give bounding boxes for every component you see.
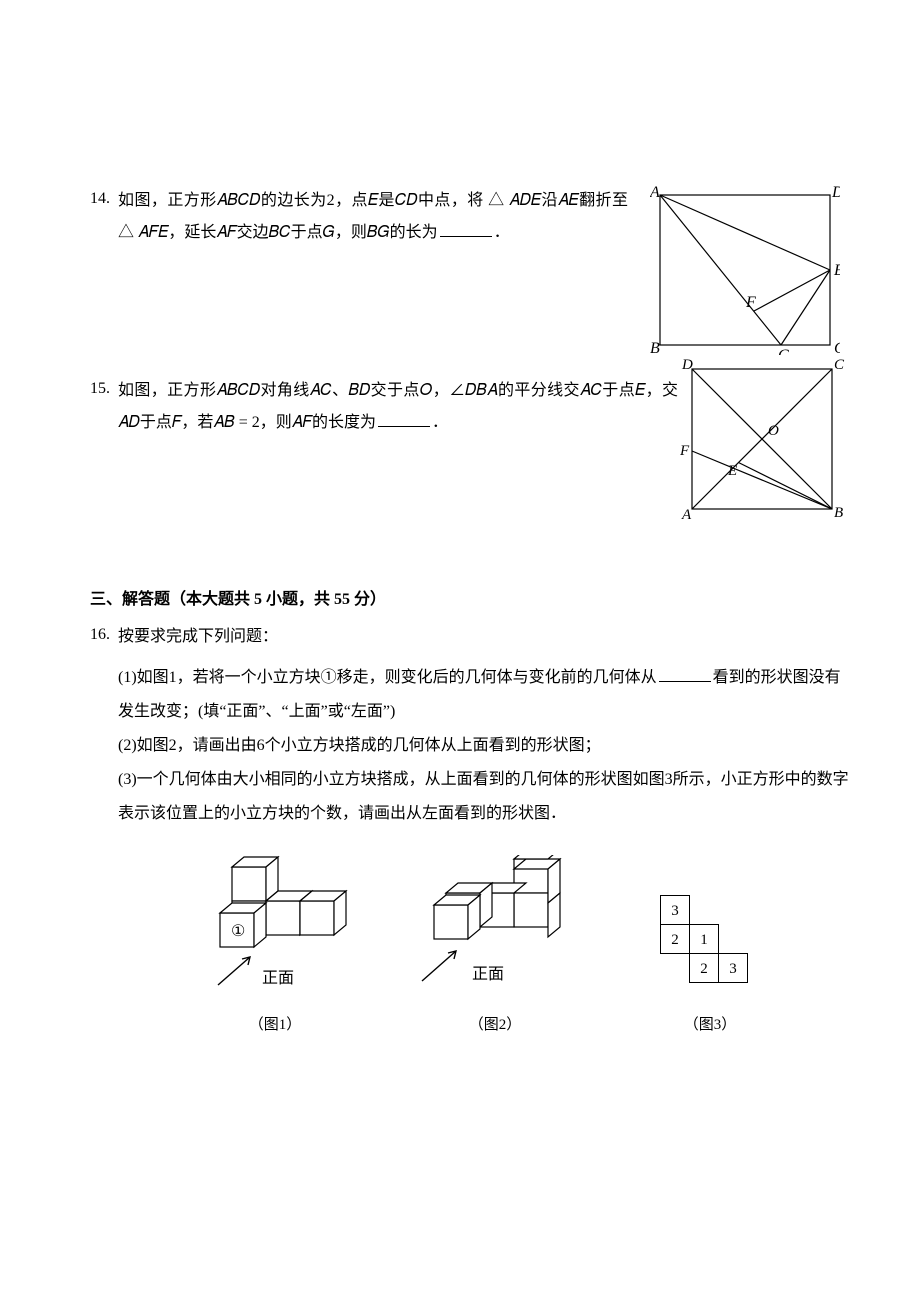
- grid3-r1c0: 2: [660, 924, 690, 954]
- section3-header: 三、解答题（本大题共 5 小题，共 55 分）: [90, 585, 850, 609]
- q15-body: 如图，正方形𝐴𝐵𝐶𝐷对角线𝐴𝐶、𝐵𝐷交于点𝑂，∠𝐷𝐵𝐴的平分线交𝐴𝐶于点𝐸，交𝐴…: [118, 375, 678, 439]
- q16-fig2-caption: （图2）: [469, 1013, 522, 1034]
- q14-body: 如图，正方形𝐴𝐵𝐶𝐷的边长为2，点𝐸是𝐶𝐷中点，将 △ 𝐴𝐷𝐸沿𝐴𝐸翻折至 △ …: [118, 185, 628, 249]
- q14-label-A: A: [650, 185, 660, 201]
- q14-figure: A D E C B G F: [650, 185, 840, 360]
- q16-fig1-front-label: 正面: [262, 970, 294, 987]
- q16-fig3-caption: （图3）: [684, 1013, 737, 1034]
- q15-blank[interactable]: [378, 412, 430, 427]
- q15-label-A: A: [681, 507, 692, 522]
- q16-fig1: ① 正面 （图1）: [190, 855, 360, 1034]
- q14-label-F: F: [745, 294, 756, 311]
- grid3-r0c0: 3: [660, 895, 690, 925]
- q16-fig2-front-label: 正面: [472, 966, 504, 983]
- q16-p3: (3)一个几何体由大小相同的小立方块搭成，从上面看到的几何体的形状图如图3所示，…: [118, 763, 850, 831]
- q15-label-B: B: [834, 505, 843, 521]
- q16-p1-blank[interactable]: [659, 667, 711, 682]
- grid3-r1c1: 1: [689, 924, 719, 954]
- q14-text-before: 如图，正方形𝐴𝐵𝐶𝐷的边长为2，点𝐸是𝐶𝐷中点，将 △ 𝐴𝐷𝐸沿𝐴𝐸翻折至 △ …: [118, 192, 628, 241]
- q16-number: 16.: [90, 621, 110, 649]
- q14-label-G: G: [778, 347, 790, 355]
- q14-label-D: D: [831, 185, 840, 201]
- q16-p1-before: (1)如图1，若将一个小立方块①移走，则变化后的几何体与变化前的几何体从: [118, 669, 657, 686]
- q14-blank[interactable]: [440, 222, 492, 237]
- q16-fig1-caption: （图1）: [249, 1013, 302, 1034]
- q15-figure: D C B A F O E: [680, 357, 845, 527]
- q15-label-C: C: [834, 357, 845, 373]
- q15-label-F: F: [680, 443, 690, 459]
- q15-label-O: O: [768, 423, 779, 439]
- grid3-r2c0: 2: [689, 953, 719, 983]
- q15-label-E: E: [727, 463, 737, 479]
- q16-circled-1: ①: [231, 923, 245, 940]
- q15-number: 15.: [90, 375, 110, 403]
- q16-lead: 按要求完成下列问题：: [118, 621, 850, 653]
- q14-label-E: E: [833, 262, 840, 279]
- q16-p1: (1)如图1，若将一个小立方块①移走，则变化后的几何体与变化前的几何体从看到的形…: [118, 661, 850, 729]
- q16-p2: (2)如图2，请画出由6个小立方块搭成的几何体从上面看到的形状图；: [118, 729, 850, 763]
- q16-fig3: 3 21 23 （图3）: [660, 875, 760, 1034]
- q15-text-after: ．: [432, 414, 448, 431]
- q14-label-C: C: [834, 340, 840, 355]
- q14-number: 14.: [90, 185, 110, 213]
- q14-text-after: ．: [494, 224, 510, 241]
- q15-label-D: D: [681, 357, 693, 373]
- q16-fig2: 正面 （图2）: [400, 855, 590, 1034]
- grid3-r2c1: 3: [718, 953, 748, 983]
- q14-label-B: B: [650, 340, 660, 355]
